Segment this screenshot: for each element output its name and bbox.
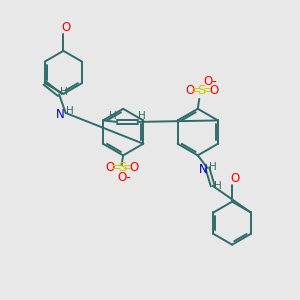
- Text: S: S: [197, 84, 206, 98]
- Text: =: =: [111, 161, 122, 174]
- Text: O: O: [106, 161, 115, 174]
- Text: =: =: [123, 161, 134, 174]
- Text: H: H: [66, 106, 74, 116]
- Text: N: N: [199, 163, 207, 176]
- Text: =: =: [202, 84, 213, 98]
- Text: -: -: [126, 172, 130, 186]
- Text: N: N: [56, 108, 65, 121]
- Text: -: -: [211, 76, 216, 90]
- Text: S: S: [118, 161, 126, 174]
- Text: O: O: [209, 84, 218, 98]
- Text: H: H: [60, 87, 68, 98]
- Text: H: H: [209, 162, 217, 172]
- Text: O: O: [130, 161, 139, 174]
- Text: O: O: [230, 172, 239, 185]
- Text: =: =: [190, 84, 201, 98]
- Text: O: O: [203, 75, 212, 88]
- Text: H: H: [214, 181, 222, 191]
- Text: O: O: [118, 171, 127, 184]
- Text: O: O: [185, 84, 194, 98]
- Text: H: H: [138, 111, 146, 121]
- Text: H: H: [109, 111, 117, 121]
- Text: O: O: [61, 21, 70, 34]
